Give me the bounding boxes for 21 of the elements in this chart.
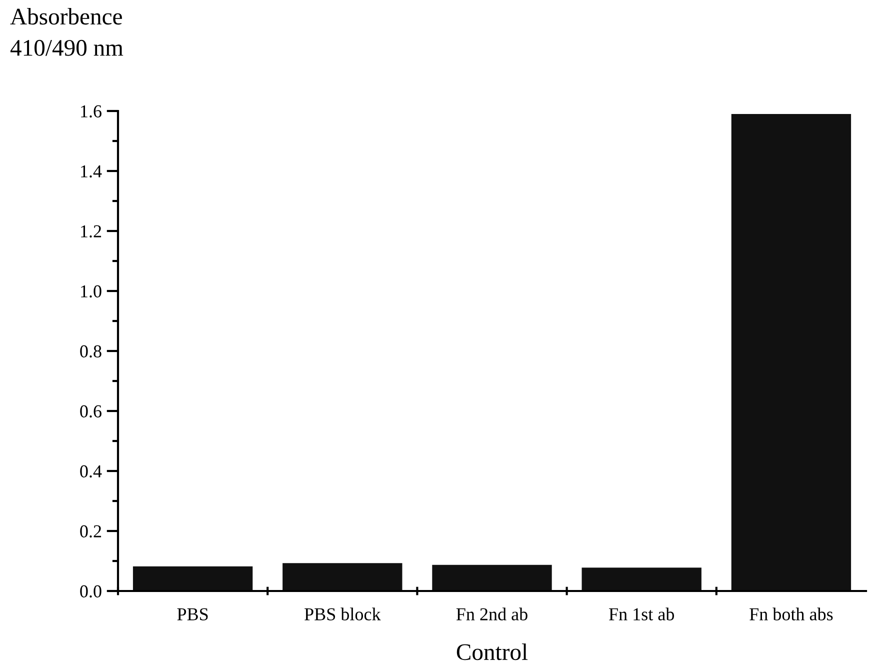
y-tick-label: 1.2 xyxy=(81,225,102,238)
y-tick-label: 0.6 xyxy=(80,405,102,418)
x-tick-label: Fn both abs xyxy=(750,608,833,620)
bar xyxy=(282,563,402,591)
y-tick-label: 0.8 xyxy=(80,345,102,358)
x-tick-label: PBS xyxy=(177,608,208,620)
bar xyxy=(432,564,552,591)
x-axis-title: Control xyxy=(456,643,528,660)
y-tick-label: 0.2 xyxy=(80,525,102,538)
bar xyxy=(582,568,702,591)
x-tick-label: Fn 2nd ab xyxy=(456,608,528,620)
y-tick-label: 1.0 xyxy=(81,285,102,298)
y-tick-label: 1.4 xyxy=(81,165,102,178)
x-tick-label: Fn 1st ab xyxy=(609,608,674,620)
y-tick-label: 0.0 xyxy=(80,585,102,598)
bar xyxy=(132,566,253,591)
y-axis-title: Absorbence 410/490 nm xyxy=(10,8,124,56)
y-tick-label: 0.4 xyxy=(80,465,102,478)
bar xyxy=(731,114,852,591)
x-tick-label: PBS block xyxy=(304,608,381,620)
y-tick-label: 1.6 xyxy=(81,105,102,118)
